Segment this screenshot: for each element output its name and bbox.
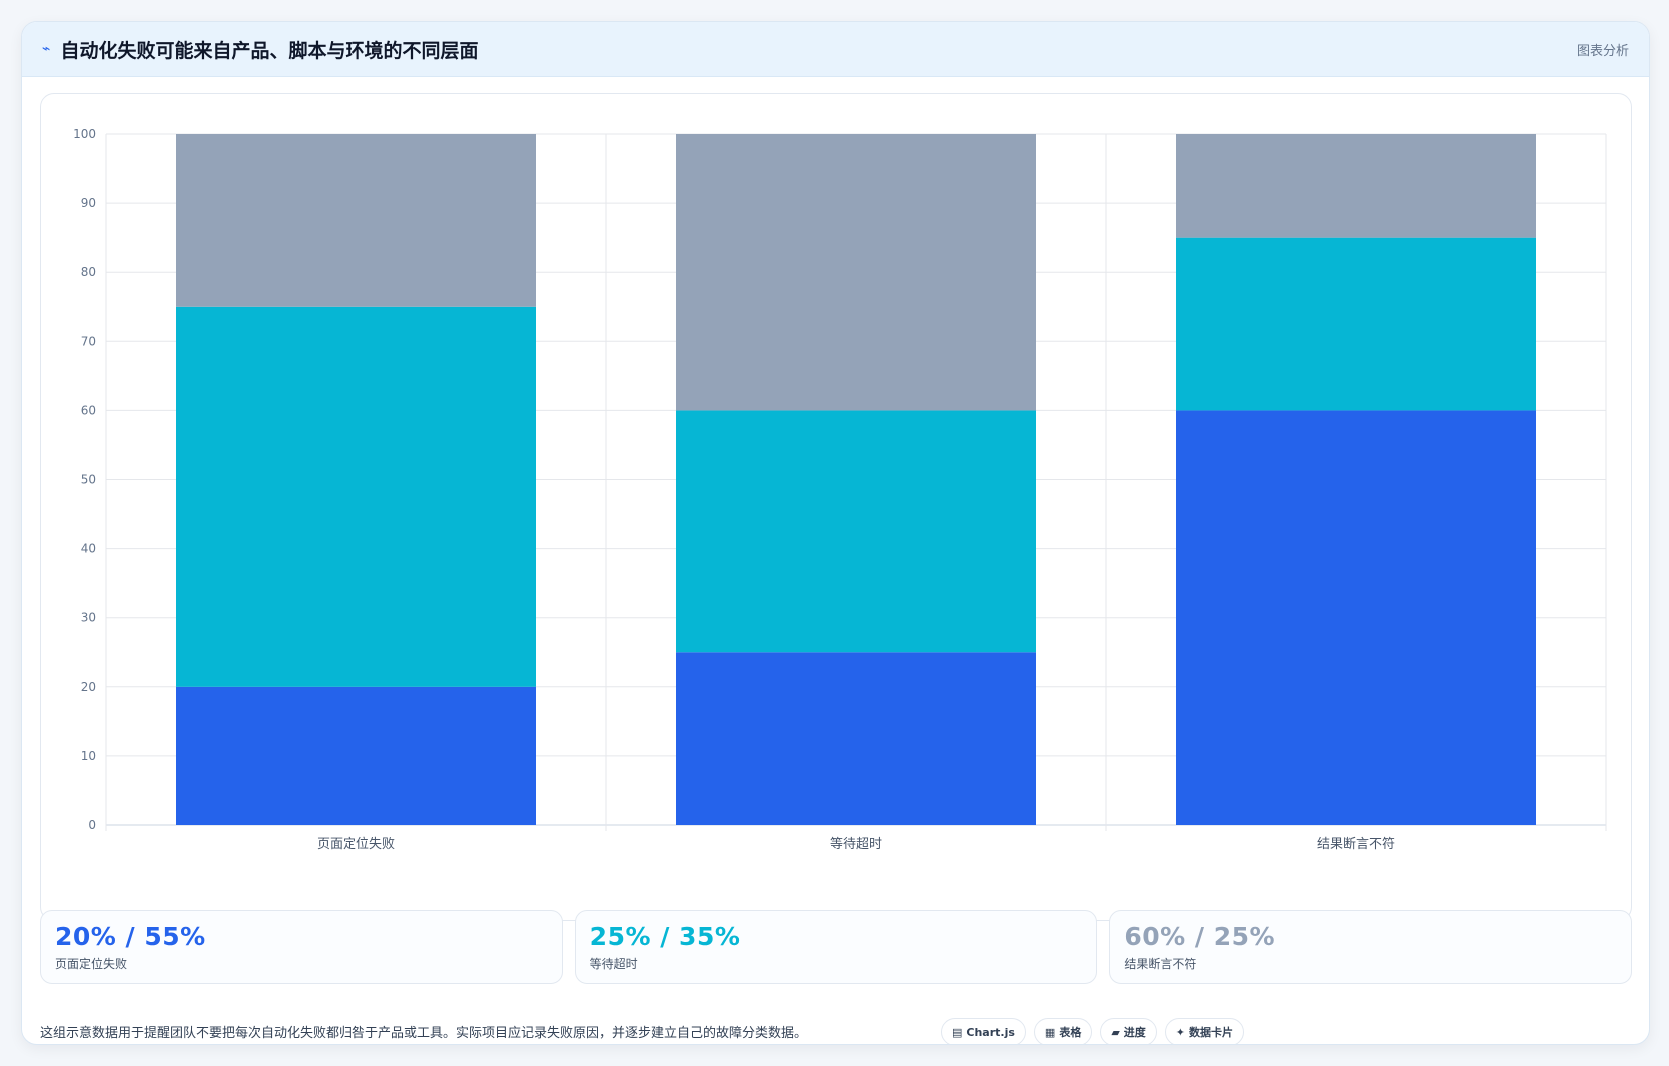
bar-segment bbox=[676, 410, 1036, 653]
y-tick-label: 30 bbox=[81, 611, 96, 625]
stat-label: 页面定位失败 bbox=[55, 957, 128, 971]
x-tick-label: 结果断言不符 bbox=[1317, 836, 1395, 852]
y-tick-label: 40 bbox=[81, 542, 96, 556]
y-tick-label: 50 bbox=[81, 473, 96, 487]
y-tick-label: 0 bbox=[88, 818, 96, 832]
bar-segment bbox=[176, 306, 536, 687]
pill-label: Chart.js bbox=[966, 1025, 1015, 1039]
y-tick-label: 70 bbox=[81, 334, 96, 348]
pill-label: 数据卡片 bbox=[1189, 1026, 1234, 1039]
bar-segment bbox=[1176, 134, 1536, 238]
pill-progress[interactable]: ▰ 进度 bbox=[1100, 1018, 1157, 1044]
sparkle-icon: ✦ bbox=[1175, 1025, 1186, 1039]
footer-note: 这组示意数据用于提醒团队不要把每次自动化失败都归咎于产品或工具。实际项目应记录失… bbox=[40, 1026, 808, 1041]
bar-segment bbox=[676, 134, 1036, 411]
x-tick-label: 等待超时 bbox=[830, 836, 882, 852]
card-footer: 这组示意数据用于提醒团队不要把每次自动化失败都归咎于产品或工具。实际项目应记录失… bbox=[40, 1018, 1632, 1044]
stat-cards: 20% / 55% 页面定位失败 25% / 35% 等待超时 60% / 25… bbox=[40, 910, 1633, 984]
y-tick-label: 90 bbox=[81, 196, 96, 210]
chart-title: 自动化失败可能来自产品、脚本与环境的不同层面 bbox=[60, 39, 479, 62]
stat-label: 结果断言不符 bbox=[1124, 957, 1197, 971]
bar-segment bbox=[1176, 237, 1536, 411]
stat-card: 20% / 55% 页面定位失败 bbox=[40, 910, 563, 984]
chart-card: ⌁ 自动化失败可能来自产品、脚本与环境的不同层面 图表分析 0 10 20 30 40 5… bbox=[21, 21, 1650, 1045]
chart-analysis-tag[interactable]: 图表分析 bbox=[1576, 43, 1629, 59]
y-tick-label: 80 bbox=[81, 265, 96, 279]
bar-segment bbox=[676, 652, 1036, 825]
pill-label: 表格 bbox=[1059, 1026, 1082, 1039]
table-icon: ▦ bbox=[1044, 1025, 1056, 1039]
feature-pills: ▤ Chart.js ▦ 表格 ▰ 进度 ✦ 数据卡片 bbox=[941, 1018, 1245, 1044]
card-header: ⌁ 自动化失败可能来自产品、脚本与环境的不同层面 图表分析 bbox=[22, 22, 1649, 77]
stat-card: 60% / 25% 结果断言不符 bbox=[1109, 910, 1633, 984]
pill-chartjs[interactable]: ▤ Chart.js bbox=[941, 1018, 1026, 1044]
stat-value: 20% / 55% bbox=[55, 922, 206, 951]
progress-icon: ▰ bbox=[1111, 1025, 1120, 1039]
chart-icon: ▤ bbox=[952, 1025, 963, 1039]
y-tick-label: 100 bbox=[73, 127, 96, 141]
y-tick-label: 20 bbox=[81, 680, 96, 694]
stacked-bar-chart: 0102030405060708090100页面定位失败等待超时结果断言不符产品… bbox=[73, 127, 1607, 852]
bar-segment bbox=[1176, 410, 1536, 825]
pill-table[interactable]: ▦ 表格 bbox=[1033, 1018, 1093, 1044]
x-tick-label: 页面定位失败 bbox=[317, 837, 395, 852]
y-tick-label: 10 bbox=[81, 749, 96, 763]
bar-segment bbox=[176, 686, 536, 825]
stat-value: 25% / 35% bbox=[589, 922, 741, 951]
bar-segment bbox=[176, 134, 536, 307]
pill-label: 进度 bbox=[1123, 1026, 1146, 1039]
stat-value: 60% / 25% bbox=[1124, 922, 1276, 951]
chart-container: 0102030405060708090100页面定位失败等待超时结果断言不符产品… bbox=[40, 93, 1632, 921]
pulse-icon: ⌁ bbox=[42, 41, 51, 57]
stat-card: 25% / 35% 等待超时 bbox=[574, 910, 1098, 984]
y-tick-label: 60 bbox=[81, 403, 96, 417]
stat-label: 等待超时 bbox=[589, 957, 638, 971]
pill-data-card[interactable]: ✦ 数据卡片 bbox=[1164, 1018, 1245, 1044]
